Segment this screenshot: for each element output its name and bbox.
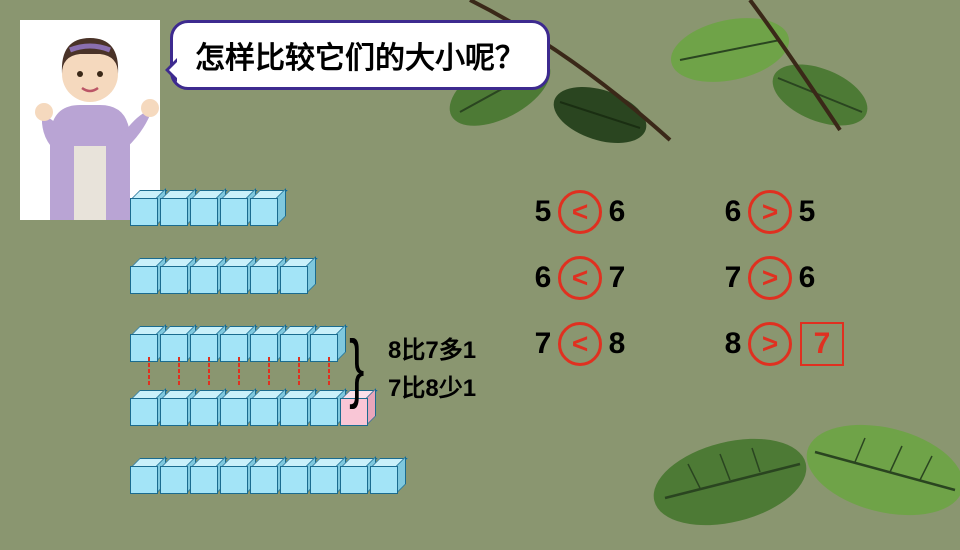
dotted-line (208, 356, 210, 386)
cube-blue (250, 390, 280, 420)
cube-blue (160, 390, 190, 420)
brace-symbol: } (349, 330, 364, 406)
cube-blue (160, 458, 190, 488)
cube-blue (130, 190, 160, 220)
cube-blue (310, 390, 340, 420)
comparison-right-num: 8 (604, 327, 630, 361)
cube-blue (280, 390, 310, 420)
speech-bubble: 怎样比较它们的大小呢？ (170, 20, 550, 90)
cube-blue (190, 326, 220, 356)
cube-blue (160, 326, 190, 356)
cube-row (130, 258, 310, 288)
cube-blue (310, 458, 340, 488)
cube-blue (220, 458, 250, 488)
comparison-column-left: 5<66<77<8 (530, 190, 630, 366)
cube-blue (190, 458, 220, 488)
comparison-answer-box: 7 (800, 322, 844, 366)
dotted-line (148, 356, 150, 386)
dotted-line (268, 356, 270, 386)
comparison-operator-circle: < (558, 190, 602, 234)
cube-blue (250, 258, 280, 288)
comparison-right-num: 7 (604, 261, 630, 295)
cube-row (130, 458, 400, 488)
cube-blue (220, 190, 250, 220)
comparison-item: 6<7 (530, 256, 630, 300)
leaf-bottom (610, 390, 960, 550)
comparison-right-num: 5 (794, 195, 820, 229)
cube-blue (280, 326, 310, 356)
cube-blue (340, 458, 370, 488)
comparison-right-num: 6 (794, 261, 820, 295)
comparison-item: 7<8 (530, 322, 630, 366)
cube-row (130, 326, 340, 356)
cube-blue (250, 326, 280, 356)
cube-blue (220, 390, 250, 420)
comparison-left-num: 7 (530, 327, 556, 361)
comparison-operator-circle: < (558, 322, 602, 366)
cube-blue (130, 458, 160, 488)
comparison-operator-circle: > (748, 256, 792, 300)
cube-blue (220, 326, 250, 356)
cube-blue (250, 458, 280, 488)
comparison-item: 6>5 (720, 190, 844, 234)
comparison-column-right: 6>57>68>7 (720, 190, 844, 366)
cube-row (130, 190, 280, 220)
cube-blue (370, 458, 400, 488)
comparison-item: 5<6 (530, 190, 630, 234)
comparisons-area: 5<66<77<8 6>57>68>7 (530, 190, 844, 366)
cube-blue (160, 258, 190, 288)
cube-blue (190, 258, 220, 288)
dotted-line (328, 356, 330, 386)
cube-blue (190, 190, 220, 220)
dotted-line (238, 356, 240, 386)
cube-blue (130, 326, 160, 356)
brace-label-2: 7比8少1 (388, 368, 476, 403)
speech-text: 怎样比较它们的大小呢？ (195, 42, 525, 75)
comparison-operator-circle: < (558, 256, 602, 300)
comparison-left-num: 6 (530, 261, 556, 295)
comparison-operator-circle: > (748, 190, 792, 234)
brace-label-1: 8比7多1 (388, 330, 476, 365)
cube-blue (130, 390, 160, 420)
cube-blue (310, 326, 340, 356)
comparison-left-num: 7 (720, 261, 746, 295)
dotted-line (178, 356, 180, 386)
comparison-item: 8>7 (720, 322, 844, 366)
cube-blue (190, 390, 220, 420)
comparison-right-num: 6 (604, 195, 630, 229)
comparison-left-num: 8 (720, 327, 746, 361)
comparison-operator-circle: > (748, 322, 792, 366)
comparison-left-num: 5 (530, 195, 556, 229)
comparison-left-num: 6 (720, 195, 746, 229)
cube-blue (280, 458, 310, 488)
cube-blue (280, 258, 310, 288)
cube-blue (130, 258, 160, 288)
cube-blue (250, 190, 280, 220)
dotted-line (298, 356, 300, 386)
cube-blue (220, 258, 250, 288)
comparison-item: 7>6 (720, 256, 844, 300)
cube-blue (160, 190, 190, 220)
cube-row (130, 390, 370, 420)
